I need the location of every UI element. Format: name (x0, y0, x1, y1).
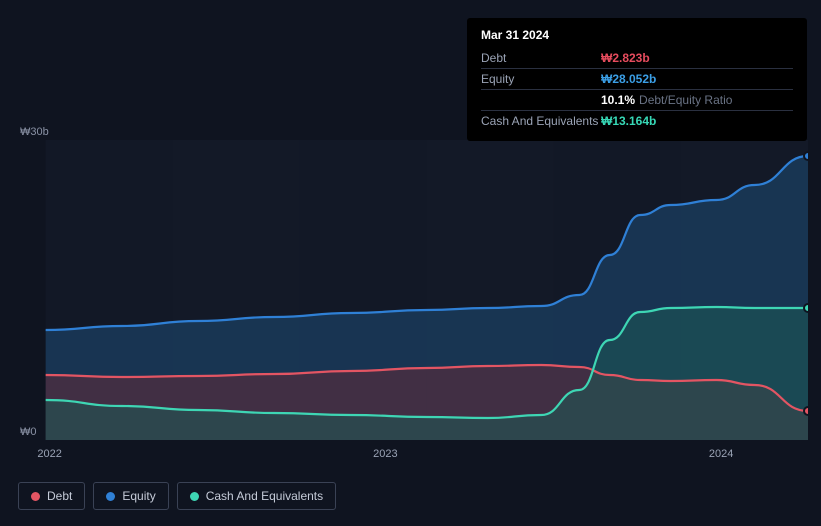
chart-tooltip: Mar 31 2024 Debt₩2.823bEquity₩28.052b10.… (467, 18, 807, 141)
x-axis: 2022 2023 2024 (18, 448, 808, 468)
tooltip-row-label: Cash And Equivalents (481, 114, 601, 128)
legend-debt[interactable]: Debt (18, 482, 85, 510)
chart-legend: Debt Equity Cash And Equivalents (18, 482, 336, 510)
tooltip-row-value: ₩13.164b (601, 114, 656, 128)
x-axis-label: 2024 (709, 448, 733, 460)
x-axis-label: 2023 (373, 448, 397, 460)
tooltip-date: Mar 31 2024 (481, 28, 793, 42)
tooltip-row-value: 10.1%Debt/Equity Ratio (601, 93, 732, 107)
area-chart[interactable] (18, 140, 808, 440)
marker-cash (804, 304, 808, 312)
tooltip-row-suffix: Debt/Equity Ratio (639, 93, 732, 107)
legend-cash[interactable]: Cash And Equivalents (177, 482, 336, 510)
legend-equity[interactable]: Equity (93, 482, 168, 510)
tooltip-row-value: ₩2.823b (601, 51, 650, 65)
marker-debt (804, 407, 808, 415)
legend-label: Debt (47, 489, 72, 503)
legend-dot-icon (106, 492, 115, 501)
tooltip-row-label: Debt (481, 51, 601, 65)
legend-label: Equity (122, 489, 155, 503)
tooltip-row-value: ₩28.052b (601, 72, 656, 86)
marker-equity (804, 152, 808, 160)
tooltip-row-label (481, 93, 601, 107)
legend-dot-icon (31, 492, 40, 501)
tooltip-row-label: Equity (481, 72, 601, 86)
x-axis-label: 2022 (37, 448, 61, 460)
tooltip-row: 10.1%Debt/Equity Ratio (481, 89, 793, 110)
tooltip-row: Cash And Equivalents₩13.164b (481, 110, 793, 131)
legend-label: Cash And Equivalents (206, 489, 323, 503)
y-axis-label-top: ₩30b (20, 126, 49, 138)
tooltip-row: Equity₩28.052b (481, 68, 793, 89)
legend-dot-icon (190, 492, 199, 501)
tooltip-row: Debt₩2.823b (481, 48, 793, 68)
